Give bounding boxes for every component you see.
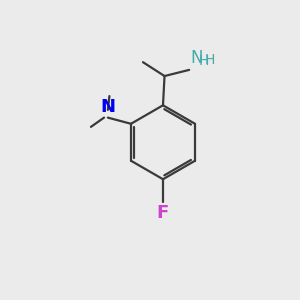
Text: N: N	[100, 98, 116, 116]
Text: H: H	[198, 54, 209, 68]
Text: H: H	[205, 53, 215, 67]
Text: N: N	[191, 49, 203, 67]
Text: F: F	[157, 204, 169, 222]
